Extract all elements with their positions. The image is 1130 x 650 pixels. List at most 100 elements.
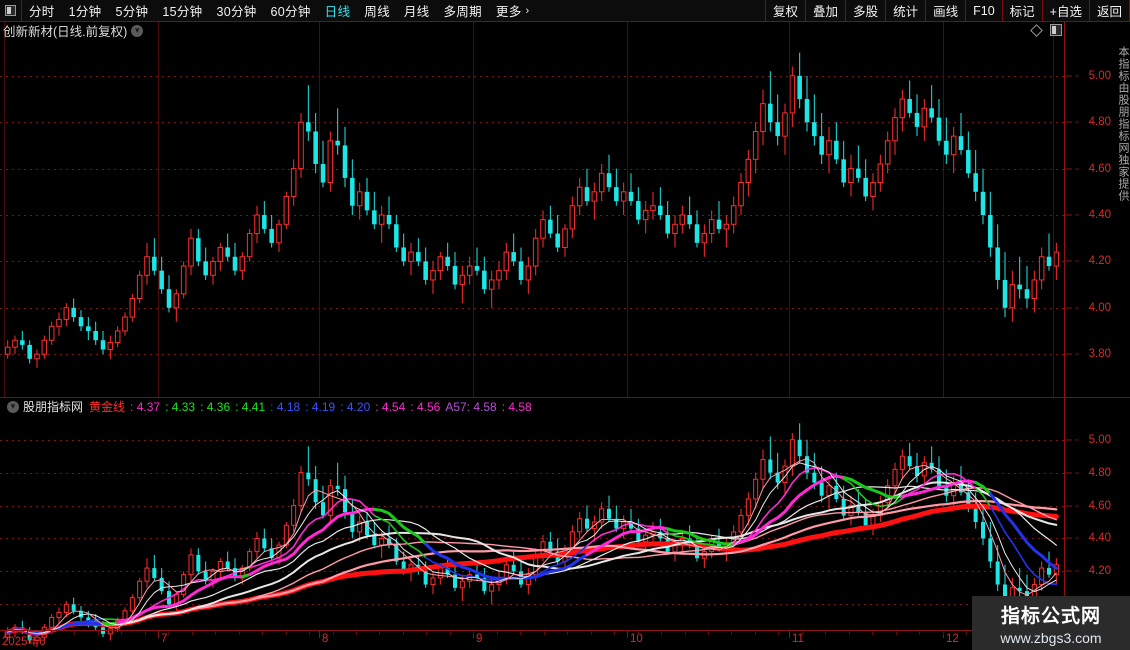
tab-label: 分时 — [29, 5, 55, 19]
toolbar-button-返回[interactable]: 返回 — [1088, 0, 1130, 21]
panel-corner-icons — [1030, 23, 1062, 37]
date-minor-tick — [872, 631, 873, 635]
toolbar-button-标记[interactable]: 标记 — [1001, 0, 1042, 21]
date-minor-tick — [403, 631, 404, 635]
tab-更多[interactable]: 更多 › — [489, 0, 537, 21]
toolbar-button-label: 统计 — [893, 5, 919, 19]
toolbar-button-label: 画线 — [933, 5, 959, 19]
price-plot-area[interactable] — [0, 22, 1065, 398]
toolbar-button-统计[interactable]: 统计 — [885, 0, 925, 21]
toolbar-button-画线[interactable]: 画线 — [925, 0, 965, 21]
date-label: 8 — [322, 633, 329, 645]
date-minor-tick — [685, 631, 686, 635]
gridline — [0, 472, 1065, 474]
tab-label: 15分钟 — [162, 5, 203, 19]
price-axis-subtick — [1075, 260, 1079, 262]
price-axis-subtick — [1075, 214, 1079, 216]
period-tab-list: 分时 1分钟 5分钟 15分钟 30分钟 60分钟 日线 周线 月线 多周期 更多 › — [22, 0, 536, 21]
date-minor-tick — [661, 631, 662, 635]
tab-60分钟[interactable]: 60分钟 — [264, 0, 318, 21]
indicator-value: : 4.20 — [340, 399, 371, 414]
toolbar-button-F10[interactable]: F10 — [965, 0, 1002, 21]
gridline — [0, 538, 1065, 540]
tab-label: 月线 — [403, 5, 430, 19]
tab-1分钟[interactable]: 1分钟 — [62, 0, 109, 21]
toolbar-button-叠加[interactable]: 叠加 — [805, 0, 845, 21]
date-minor-tick — [51, 631, 52, 635]
indicator-value: : 4.19 — [305, 399, 336, 414]
toolbar-button-label: 多股 — [853, 5, 879, 19]
date-label: 9 — [476, 633, 483, 645]
indicator-series-label: 黄金线 — [89, 400, 126, 414]
toolbar-button-多股[interactable]: 多股 — [845, 0, 885, 21]
date-minor-tick — [239, 631, 240, 635]
gridline — [0, 439, 1065, 441]
date-label: 12 — [946, 633, 959, 645]
toolbar-button-label: 叠加 — [813, 5, 839, 19]
indicator-site-name: 股朋指标网 — [23, 400, 84, 414]
indicator-chevron-down-icon[interactable]: ▾ — [7, 400, 19, 413]
indicator-value: : 4.33 — [165, 399, 196, 414]
price-axis-label: 4.80 — [1088, 116, 1111, 129]
date-minor-tick — [544, 631, 545, 635]
date-minor-tick — [778, 631, 779, 635]
indicator-value: : 4.18 — [270, 399, 301, 414]
tab-日线[interactable]: 日线 — [318, 0, 358, 21]
indicator-axis-label: 5.00 — [1088, 433, 1111, 446]
indicator-value: : 4.54 — [375, 399, 406, 414]
month-separator — [627, 22, 628, 398]
indicator-value: : 4.56 — [410, 399, 441, 414]
chevron-down-icon[interactable]: ▾ — [131, 24, 144, 37]
watermark-url: www.zbgs3.com — [1000, 629, 1102, 646]
gridline — [0, 307, 1065, 309]
tab-分时[interactable]: 分时 — [22, 0, 62, 21]
gridline — [0, 571, 1065, 573]
date-minor-tick — [708, 631, 709, 635]
tab-label: 多周期 — [443, 5, 482, 19]
site-watermark: 指标公式网 www.zbgs3.com — [972, 596, 1130, 650]
tab-5分钟[interactable]: 5分钟 — [108, 0, 155, 21]
toolbar-button-label: 标记 — [1009, 5, 1035, 19]
tab-label: 5分钟 — [115, 5, 149, 19]
panel-toggle-icon[interactable] — [0, 0, 22, 21]
chevron-right-icon: › — [525, 4, 530, 17]
gridline — [0, 215, 1065, 216]
indicator-axis-tick — [1065, 505, 1072, 507]
gridline — [0, 122, 1065, 124]
indicator-axis-subtick — [1075, 439, 1079, 441]
panel-icon[interactable] — [1050, 24, 1062, 36]
date-label: 11 — [792, 633, 804, 645]
tab-周线[interactable]: 周线 — [357, 0, 397, 21]
price-axis-tick — [1065, 214, 1072, 216]
toolbar-button-+自选[interactable]: +自选 — [1041, 0, 1089, 21]
tab-多周期[interactable]: 多周期 — [436, 0, 488, 21]
indicator-axis-label: 4.40 — [1088, 532, 1111, 545]
price-axis-label: 4.20 — [1088, 255, 1111, 268]
date-minor-tick — [497, 631, 498, 635]
price-chart-panel: 创新新材(日线.前复权) ▾ 本指标由股朋指标网独家提供 5.00 4.80 4.6… — [0, 22, 1130, 398]
price-axis-label: 4.60 — [1088, 162, 1111, 175]
indicator-candlestick-and-ma-series — [5, 423, 1059, 648]
date-minor-tick — [168, 631, 169, 635]
indicator-plot-area[interactable]: 2025年6789101112123 — [0, 398, 1065, 650]
year-label: 2025年 — [2, 636, 40, 648]
diamond-icon[interactable] — [1030, 23, 1043, 37]
indicator-axis-subtick — [1075, 505, 1079, 507]
price-axis-label: 4.40 — [1088, 209, 1111, 221]
date-minor-tick — [567, 631, 568, 635]
tab-月线[interactable]: 月线 — [397, 0, 437, 21]
toolbar-button-复权[interactable]: 复权 — [765, 0, 805, 21]
top-toolbar: 分时 1分钟 5分钟 15分钟 30分钟 60分钟 日线 周线 月线 多周期 更多 › 复权 叠加 多股统… — [0, 0, 1130, 22]
date-minor-tick — [849, 631, 850, 635]
gridline — [0, 75, 1065, 77]
price-axis-tick — [1065, 121, 1072, 123]
tab-30分钟[interactable]: 30分钟 — [209, 0, 263, 21]
date-separator — [789, 631, 790, 638]
toolbar-action-buttons: 复权 叠加 多股 统计 画线 F10 标记 +自选 返回 — [765, 0, 1130, 21]
date-minor-tick — [520, 631, 521, 635]
month-separator — [473, 22, 474, 398]
vertical-watermark-text: 本指标由股朋指标网独家提供 — [1117, 46, 1129, 202]
indicator-value: : 4.36 — [200, 399, 231, 414]
tab-15分钟[interactable]: 15分钟 — [155, 0, 209, 21]
tab-label: 30分钟 — [216, 5, 257, 19]
